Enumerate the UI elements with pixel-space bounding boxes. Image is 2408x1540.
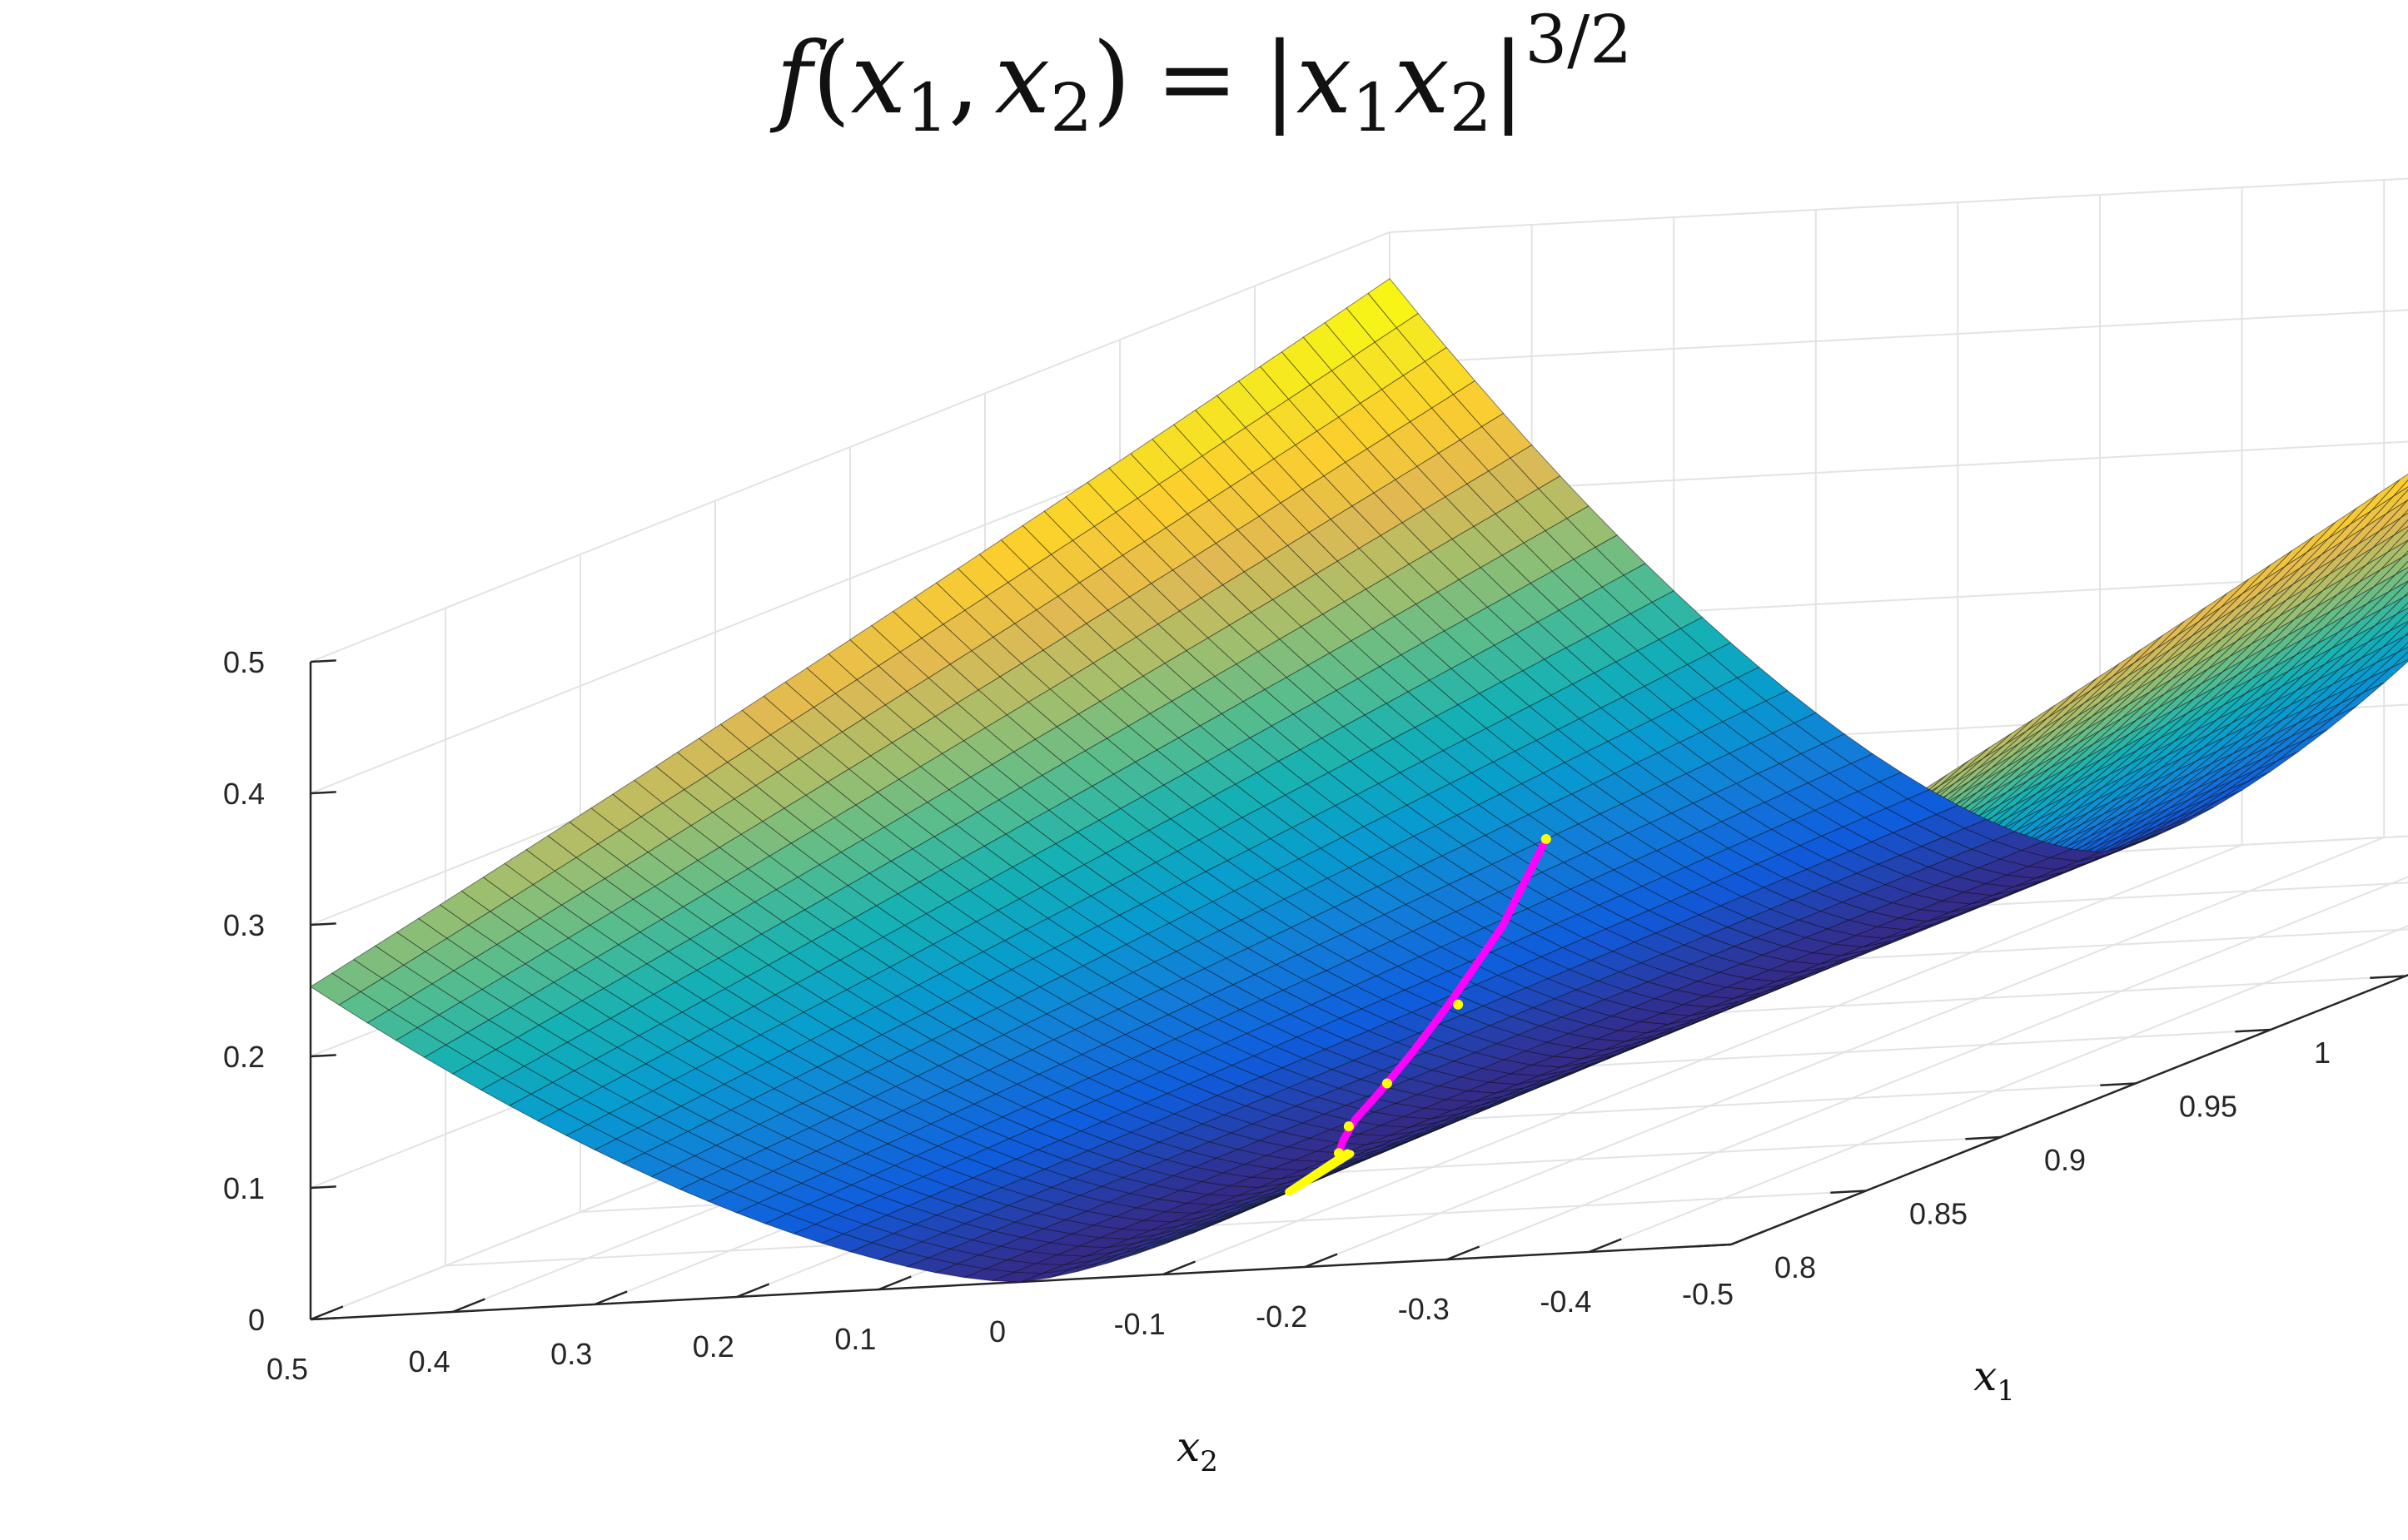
chart-title: f(x1, x2) = |x1x2|3/2: [769, 1, 1632, 147]
z-tick-label-1: 0.1: [223, 1171, 265, 1205]
trajectory-marker-2: [1381, 1078, 1392, 1089]
surface-cell: [2401, 550, 2408, 558]
x1-tick-label-4: 1: [2314, 1036, 2331, 1070]
x2-tick-label-9: -0.4: [1540, 1284, 1591, 1319]
z-tick-mark-4: [310, 791, 336, 795]
x2-tick-label-4: 0.1: [834, 1322, 876, 1356]
surface-cell: [2403, 592, 2408, 598]
x2-tick-label-5: 0: [989, 1314, 1006, 1349]
trajectory-marker-3: [1343, 1121, 1354, 1132]
trajectory-line-1: [1285, 1149, 1355, 1196]
surface-cell: [2392, 479, 2408, 497]
x2-tick-label-0: 0.5: [266, 1352, 308, 1386]
trajectory-marker-0: [1540, 833, 1551, 844]
z-tick-label-0: 0: [248, 1303, 265, 1337]
x2-tick-label-7: -0.2: [1256, 1299, 1307, 1334]
trajectory-layer: [1285, 833, 1551, 1196]
surface-cell: [2394, 519, 2408, 535]
trajectory-marker-1: [1453, 999, 1464, 1010]
x2-tick-label-8: -0.3: [1398, 1292, 1450, 1326]
x1-tick-label-3: 0.95: [2179, 1090, 2237, 1124]
z-tick-label-4: 0.4: [223, 777, 265, 811]
y-axis-label: x1: [1973, 1352, 2015, 1408]
x1-tick-mark-5: [2370, 975, 2406, 979]
surface-cell: [1367, 278, 1419, 329]
x-axis-label: x2: [1177, 1423, 1218, 1478]
z-tick-label-5: 0.5: [223, 645, 265, 679]
z-tick-mark-3: [310, 922, 336, 926]
x2-tick-mark-3: [736, 1283, 770, 1299]
x1-tick-label-2: 0.9: [2044, 1143, 2086, 1177]
trajectory-line-0: [1335, 835, 1550, 1157]
x2-tick-label-1: 0.4: [409, 1344, 450, 1379]
x2-tick-mark-2: [594, 1290, 628, 1306]
x1-tick-mark-0: [1695, 1243, 1732, 1248]
surface-cell: [2396, 602, 2408, 615]
x2-tick-label-2: 0.3: [550, 1337, 592, 1371]
tick-label-layer: 0.5 0.4 0.3 0.2 0.1 0 -0.1 -0.2 -0.3 -0.4 -0.5 0.8 0…: [223, 645, 2331, 1386]
surface-cell: [2386, 489, 2408, 514]
x1-tick-mark-4: [2235, 1028, 2271, 1033]
surface-cell: [2397, 642, 2408, 653]
x2-tick-mark-1: [452, 1298, 485, 1314]
z-tick-mark-1: [310, 1185, 336, 1190]
grid-line-x2-8: [1446, 876, 2408, 1260]
z-tick-mark-5: [310, 659, 336, 663]
trajectory-marker-4: [1333, 1148, 1344, 1159]
x2-tick-mark-8: [1446, 1245, 1480, 1261]
x1-tick-label-1: 0.85: [1909, 1197, 1968, 1231]
x2-tick-mark-9: [1588, 1238, 1622, 1254]
x2-tick-mark-6: [1162, 1260, 1196, 1276]
z-tick-mark-0: [310, 1317, 336, 1321]
grid-line-z-5: [310, 177, 2408, 663]
x2-tick-mark-4: [878, 1275, 912, 1291]
surface-cell: [2401, 509, 2408, 518]
x1-tick-mark-2: [1965, 1135, 2002, 1140]
x2-tick-mark-7: [1304, 1253, 1338, 1269]
grid-line-x2-9: [1589, 925, 2408, 1253]
surface-cell: [2391, 651, 2408, 668]
z-tick-mark-2: [310, 1054, 336, 1058]
x2-tick-label-10: -0.5: [1682, 1277, 1734, 1311]
x1-tick-mark-3: [2100, 1082, 2137, 1086]
x1-tick-label-0: 0.8: [1774, 1250, 1816, 1284]
z-tick-label-2: 0.2: [223, 1040, 265, 1074]
surface-cell: [2387, 529, 2408, 553]
x1-tick-mark-1: [1830, 1190, 1867, 1194]
surface-cell: [2388, 571, 2408, 593]
x2-tick-mark-0: [310, 1305, 344, 1321]
z-tick-label-3: 0.3: [223, 908, 265, 942]
x2-tick-label-6: -0.1: [1114, 1307, 1166, 1341]
x2-tick-mark-10: [1730, 1230, 1764, 1246]
surface-cell: [2395, 560, 2408, 575]
x2-tick-label-3: 0.2: [693, 1329, 734, 1364]
surface-cell: [2389, 612, 2408, 632]
surface-mesh: [310, 278, 2408, 1283]
